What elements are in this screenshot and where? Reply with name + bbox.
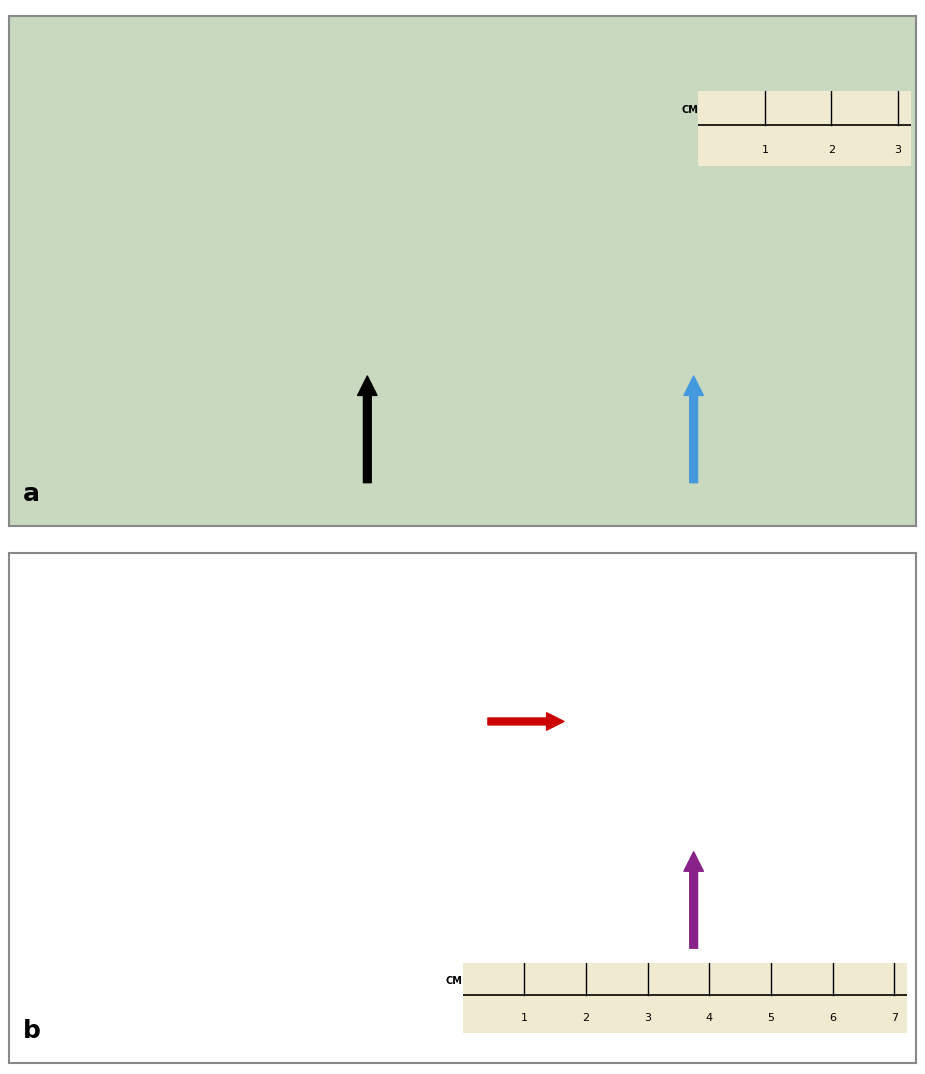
Text: a: a (23, 482, 40, 506)
Text: 1: 1 (521, 1013, 527, 1022)
Text: 3: 3 (894, 145, 901, 155)
Text: 2: 2 (582, 1013, 589, 1022)
Text: b: b (23, 1019, 41, 1043)
Text: 7: 7 (891, 1013, 898, 1022)
Text: 2: 2 (828, 145, 835, 155)
Text: 4: 4 (706, 1013, 713, 1022)
Text: 3: 3 (644, 1013, 651, 1022)
Text: CM: CM (682, 105, 698, 115)
Text: 5: 5 (768, 1013, 774, 1022)
Text: 6: 6 (829, 1013, 836, 1022)
Text: 1: 1 (761, 145, 769, 155)
Text: CM: CM (446, 976, 462, 986)
